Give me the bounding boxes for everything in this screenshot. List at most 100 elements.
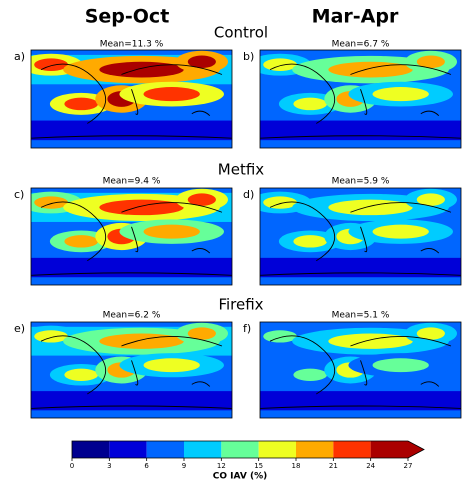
blob bbox=[64, 368, 99, 381]
blob bbox=[34, 58, 68, 71]
map bbox=[30, 321, 233, 419]
map-field bbox=[31, 322, 232, 418]
colorbar-tick-label: 12 bbox=[217, 462, 226, 470]
blob bbox=[416, 193, 445, 206]
panel-label: d) bbox=[243, 188, 254, 201]
blob bbox=[187, 327, 216, 340]
column-title: Sep-Oct bbox=[85, 6, 170, 28]
colorbar-tick-label: 6 bbox=[144, 462, 149, 470]
blob bbox=[293, 97, 328, 111]
colorbar-tick-label: 24 bbox=[366, 462, 375, 470]
colorbar-tick-label: 15 bbox=[254, 462, 263, 470]
map-frame bbox=[259, 321, 462, 419]
panel-mean: Mean=6.2 % bbox=[103, 311, 161, 321]
colorbar-tick-label: 9 bbox=[182, 462, 186, 470]
blob bbox=[372, 224, 429, 239]
band bbox=[260, 120, 461, 141]
blob bbox=[143, 224, 200, 239]
blob bbox=[34, 330, 68, 343]
map bbox=[259, 49, 462, 149]
panel-label: c) bbox=[14, 188, 24, 201]
colorbar-segment bbox=[146, 441, 184, 458]
blob bbox=[416, 327, 445, 340]
colorbar-segment bbox=[258, 441, 296, 458]
row-title: Metfix bbox=[218, 161, 265, 179]
blob bbox=[187, 55, 216, 69]
colorbar-label: CO IAV (%) bbox=[213, 472, 267, 482]
panel-mean: Mean=5.1 % bbox=[332, 311, 390, 321]
blob bbox=[143, 87, 200, 102]
blob bbox=[263, 58, 297, 71]
panel-label: f) bbox=[243, 322, 251, 335]
map-frame bbox=[259, 49, 462, 149]
panel-label: e) bbox=[14, 322, 25, 335]
colorbar-segment bbox=[72, 441, 110, 458]
blob bbox=[99, 61, 184, 78]
blob bbox=[372, 358, 429, 373]
map-field bbox=[260, 50, 461, 148]
colorbar-segment bbox=[221, 441, 259, 458]
colorbar-tick-label: 18 bbox=[292, 462, 301, 470]
panel-label: a) bbox=[14, 50, 25, 63]
map bbox=[259, 187, 462, 286]
blob bbox=[34, 196, 68, 209]
colorbar-tick-label: 21 bbox=[329, 462, 338, 470]
column-title: Mar-Apr bbox=[312, 6, 399, 28]
blob bbox=[64, 235, 99, 248]
blob bbox=[372, 87, 429, 102]
colorbar-segment bbox=[333, 441, 371, 458]
blob bbox=[416, 55, 445, 69]
blob bbox=[187, 193, 216, 206]
band bbox=[31, 120, 232, 141]
band bbox=[31, 391, 232, 411]
panel-mean: Mean=9.4 % bbox=[103, 177, 161, 187]
colorbar-tick-label: 0 bbox=[70, 462, 74, 470]
coastline bbox=[31, 63, 232, 139]
map bbox=[30, 187, 233, 286]
blob bbox=[99, 199, 184, 216]
blob bbox=[263, 196, 297, 209]
map-field bbox=[260, 322, 461, 418]
colorbar-segment bbox=[184, 441, 222, 458]
map-frame bbox=[30, 321, 233, 419]
blob bbox=[263, 330, 297, 343]
colorbar-extension bbox=[408, 441, 424, 458]
panel-label: b) bbox=[243, 50, 254, 63]
blob bbox=[64, 97, 99, 111]
panel-mean: Mean=6.7 % bbox=[332, 40, 390, 50]
blob bbox=[293, 235, 328, 248]
blob bbox=[99, 333, 184, 349]
map-field bbox=[260, 188, 461, 285]
map-frame bbox=[259, 187, 462, 286]
blob bbox=[328, 61, 413, 78]
map-field bbox=[31, 188, 232, 285]
colorbar-segment bbox=[296, 441, 334, 458]
coastline bbox=[31, 335, 232, 409]
blob bbox=[143, 358, 200, 373]
coastline bbox=[260, 63, 461, 139]
coastline bbox=[260, 335, 461, 409]
colorbar-segment bbox=[109, 441, 147, 458]
map-frame bbox=[30, 187, 233, 286]
panel-mean: Mean=11.3 % bbox=[100, 40, 164, 50]
map-frame bbox=[30, 49, 233, 149]
colorbar-segment bbox=[370, 441, 408, 458]
coastline bbox=[260, 201, 461, 276]
panel-mean: Mean=5.9 % bbox=[332, 177, 390, 187]
map-field bbox=[31, 50, 232, 148]
blob bbox=[328, 333, 413, 349]
blob bbox=[328, 199, 413, 216]
colorbar-tick-label: 27 bbox=[404, 462, 413, 470]
row-title: Firefix bbox=[218, 296, 263, 314]
band bbox=[31, 257, 232, 278]
map bbox=[30, 49, 233, 149]
band bbox=[260, 391, 461, 411]
map bbox=[259, 321, 462, 419]
row-title: Control bbox=[214, 24, 268, 42]
band bbox=[260, 257, 461, 278]
blob bbox=[293, 368, 328, 381]
coastline bbox=[31, 201, 232, 276]
colorbar-tick-label: 3 bbox=[107, 462, 111, 470]
colorbar-frame bbox=[71, 440, 425, 459]
